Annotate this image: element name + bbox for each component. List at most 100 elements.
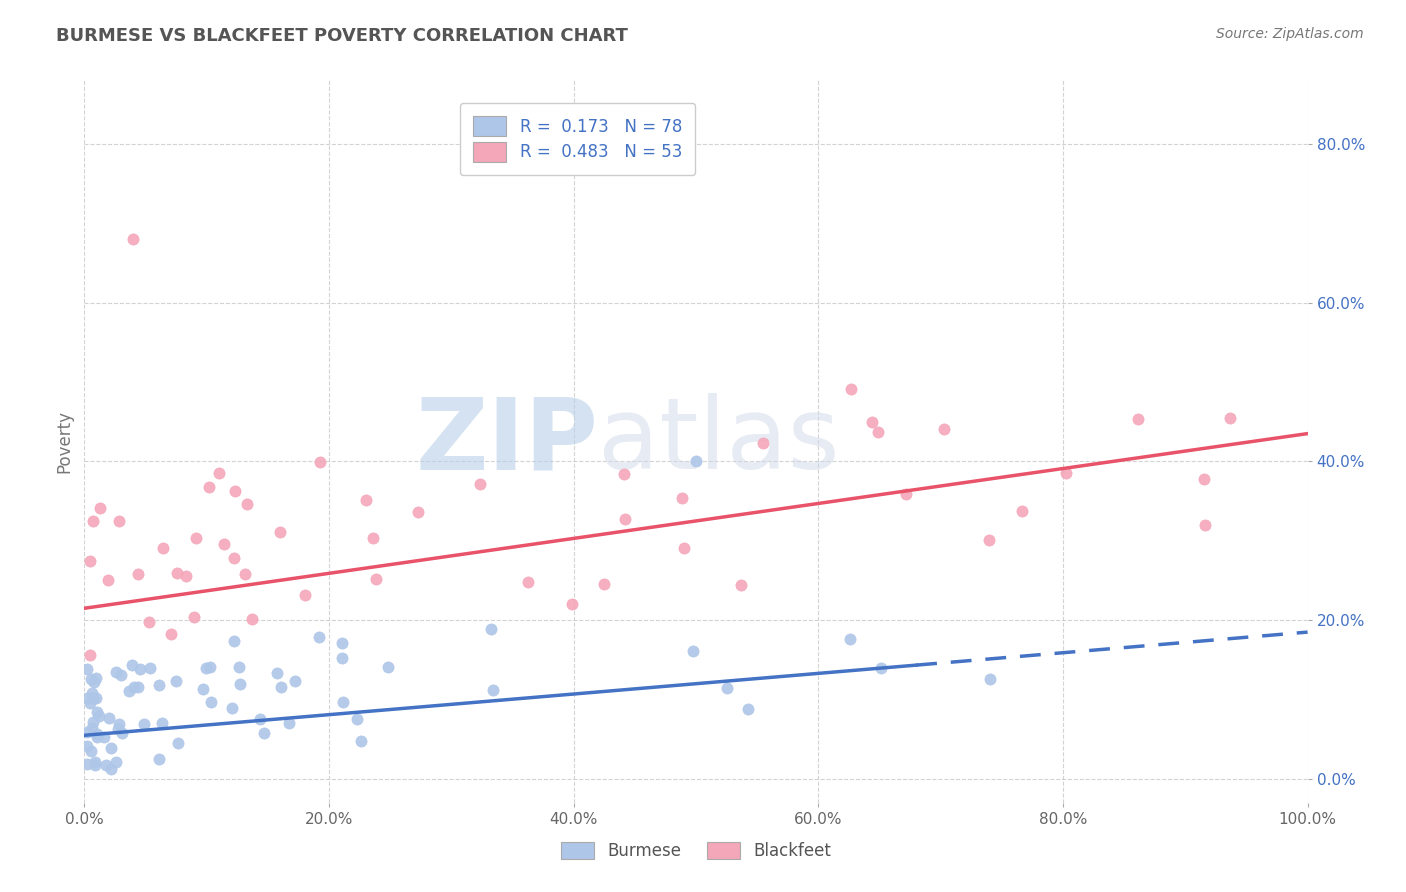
Point <box>730 578 752 592</box>
Point <box>127 566 149 581</box>
Point <box>76 739 98 754</box>
Point <box>222 633 245 648</box>
Point <box>221 701 243 715</box>
Point <box>86 730 108 744</box>
Point <box>330 651 353 665</box>
Point <box>1126 412 1149 426</box>
Point <box>222 551 245 566</box>
Point <box>561 597 583 611</box>
Point <box>108 514 131 528</box>
Point <box>159 626 181 640</box>
Point <box>269 525 291 540</box>
Point <box>107 722 129 736</box>
Point <box>197 480 219 494</box>
Point <box>76 757 98 772</box>
Point <box>932 422 955 436</box>
Point <box>139 661 162 675</box>
Point <box>671 491 693 505</box>
Point <box>346 712 368 726</box>
Point <box>89 500 111 515</box>
Point <box>86 727 108 741</box>
Point <box>138 615 160 630</box>
Point <box>869 661 891 675</box>
Point <box>100 762 122 776</box>
Point <box>148 678 170 692</box>
Point <box>186 532 208 546</box>
Point <box>737 702 759 716</box>
Point <box>76 690 98 705</box>
Point <box>406 505 429 519</box>
Point <box>685 454 707 468</box>
Point <box>350 734 373 748</box>
Text: ZIP: ZIP <box>415 393 598 490</box>
Point <box>752 436 775 450</box>
Point <box>200 660 222 674</box>
Point <box>86 705 108 719</box>
Point <box>200 695 222 709</box>
Point <box>167 736 190 750</box>
Point <box>105 665 128 679</box>
Point <box>284 673 307 688</box>
Point <box>150 716 173 731</box>
Point <box>195 661 218 675</box>
Point <box>207 467 229 481</box>
Point <box>76 725 98 739</box>
Point <box>332 696 354 710</box>
Point <box>277 716 299 731</box>
Point <box>165 674 187 689</box>
Point <box>673 541 696 556</box>
Point <box>354 493 377 508</box>
Point <box>1219 411 1241 425</box>
Point <box>93 730 115 744</box>
Point <box>84 756 107 770</box>
Point <box>841 382 863 396</box>
Point <box>308 630 330 644</box>
Point <box>1194 517 1216 532</box>
Point <box>266 665 288 680</box>
Point <box>97 710 120 724</box>
Point <box>117 684 139 698</box>
Point <box>84 671 107 685</box>
Point <box>236 497 259 511</box>
Point <box>270 680 292 694</box>
Point <box>377 660 399 674</box>
Point <box>128 662 150 676</box>
Point <box>104 756 127 770</box>
Point <box>613 512 636 526</box>
Point <box>83 675 105 690</box>
Point <box>860 416 883 430</box>
Point <box>228 660 250 674</box>
Point <box>79 696 101 710</box>
Point <box>979 672 1001 686</box>
Point <box>127 680 149 694</box>
Point <box>309 455 332 469</box>
Point <box>80 672 103 686</box>
Point <box>1192 472 1215 486</box>
Point <box>100 741 122 756</box>
Point <box>76 662 98 676</box>
Point <box>110 668 132 682</box>
Point <box>80 685 103 699</box>
Point <box>838 632 860 646</box>
Point <box>253 726 276 740</box>
Point <box>122 680 145 694</box>
Point <box>977 533 1000 547</box>
Point <box>229 677 252 691</box>
Point <box>97 573 120 587</box>
Point <box>212 537 235 551</box>
Point <box>121 658 143 673</box>
Text: BURMESE VS BLACKFEET POVERTY CORRELATION CHART: BURMESE VS BLACKFEET POVERTY CORRELATION… <box>56 27 628 45</box>
Point <box>330 636 353 650</box>
Text: atlas: atlas <box>598 393 839 490</box>
Point <box>84 757 107 772</box>
Point <box>111 726 134 740</box>
Point <box>84 691 107 706</box>
Text: Source: ZipAtlas.com: Source: ZipAtlas.com <box>1216 27 1364 41</box>
Point <box>224 484 246 499</box>
Point <box>716 681 738 695</box>
Legend: Burmese, Blackfeet: Burmese, Blackfeet <box>554 835 838 867</box>
Point <box>894 486 917 500</box>
Point <box>868 425 890 439</box>
Point <box>516 574 538 589</box>
Point <box>183 609 205 624</box>
